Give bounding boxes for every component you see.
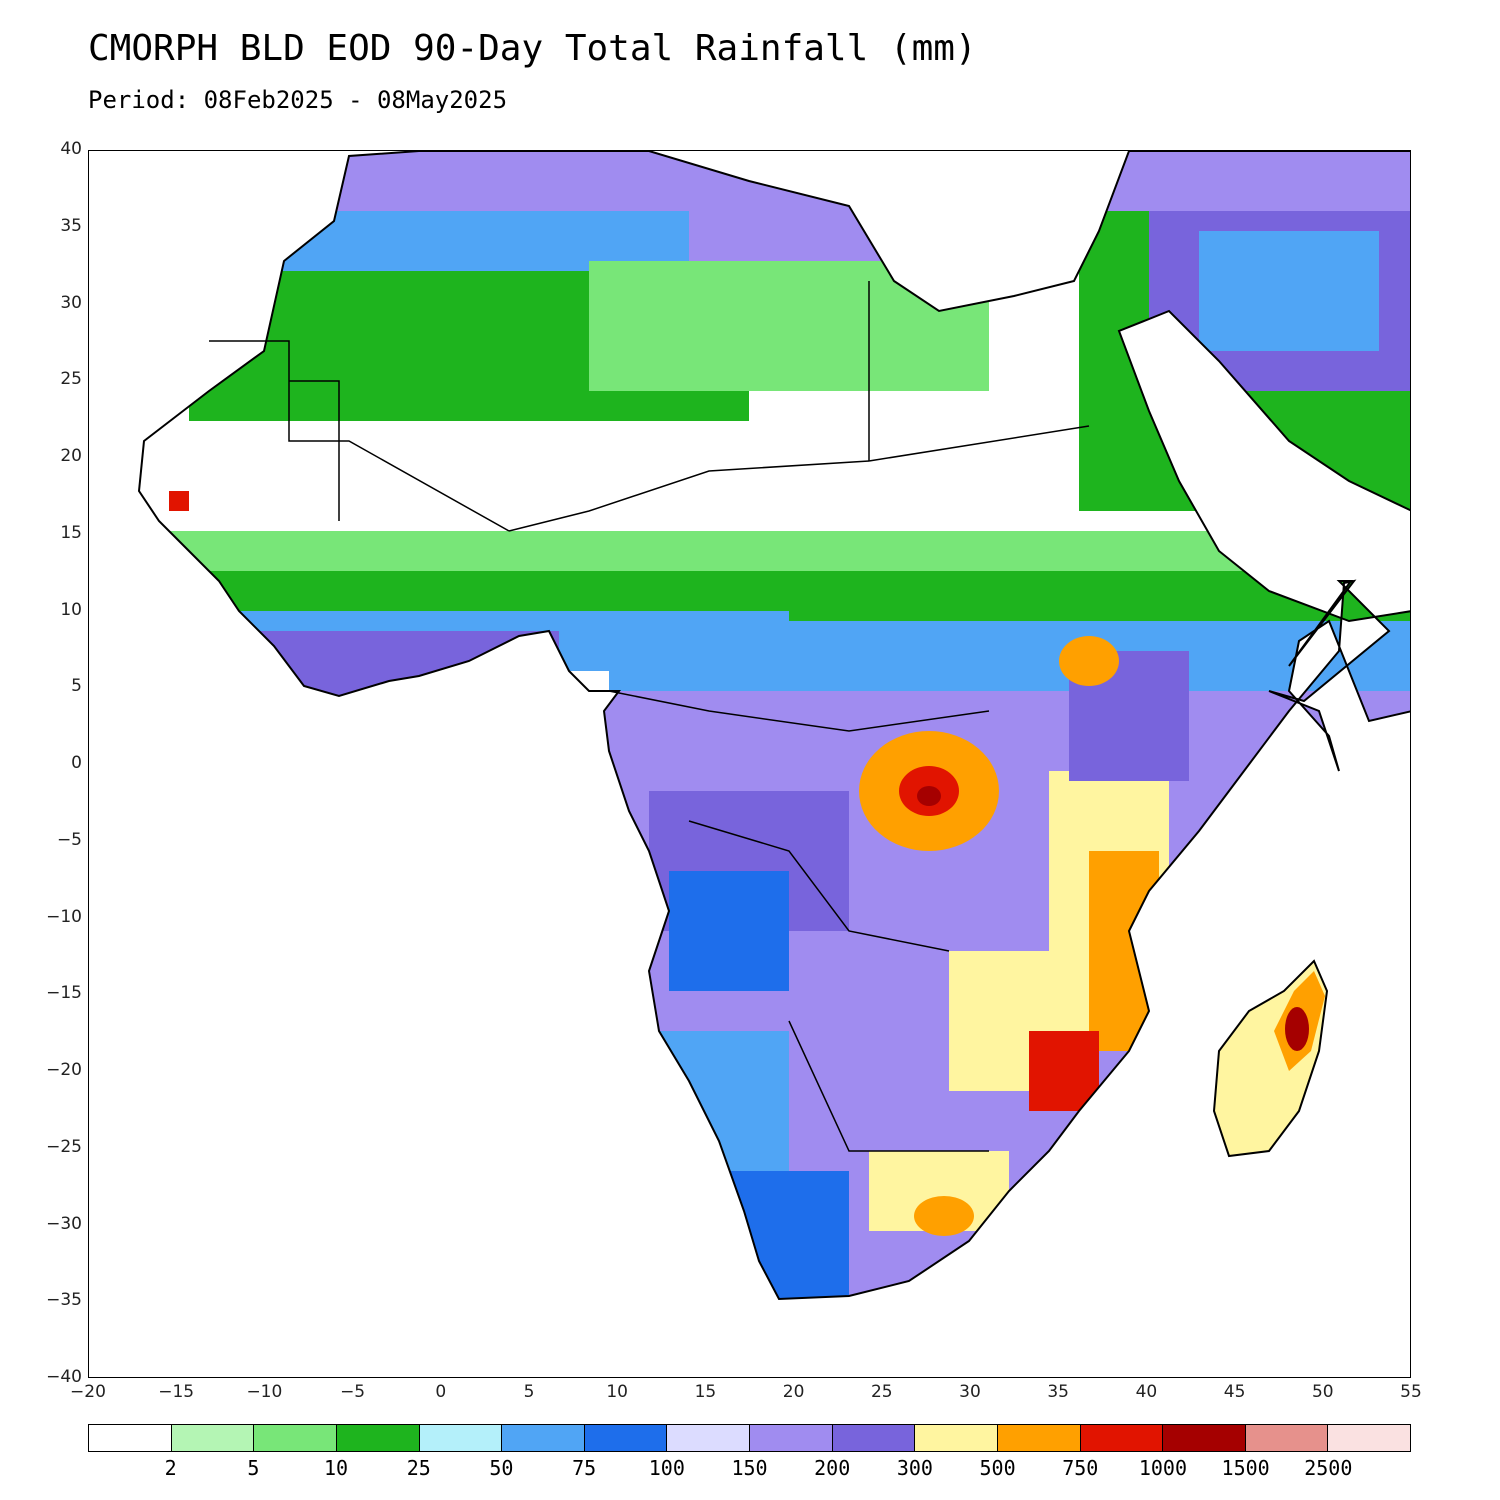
- legend-swatch: [336, 1425, 420, 1451]
- country-borders: [209, 281, 1090, 1152]
- legend-label: 1000: [1138, 1456, 1188, 1480]
- iraq-blue-band: [1199, 231, 1379, 351]
- legend-label: 5: [247, 1456, 260, 1480]
- x-tick-label: 20: [782, 1382, 805, 1402]
- x-tick-label: 50: [1311, 1382, 1334, 1402]
- mozambique-red: [1029, 1031, 1099, 1111]
- legend-swatch: [89, 1425, 172, 1451]
- y-tick-label: 15: [60, 522, 82, 543]
- y-tick-label: −35: [46, 1290, 82, 1311]
- legend-swatch: [667, 1425, 750, 1451]
- legend-label: 2: [164, 1456, 177, 1480]
- x-tick-label: 40: [1135, 1382, 1158, 1402]
- x-tick-label: 30: [959, 1382, 981, 1402]
- legend-label: 750: [1062, 1456, 1099, 1480]
- legend-label: 500: [979, 1456, 1016, 1480]
- x-tick-label: −5: [340, 1382, 366, 1402]
- map-title: CMORPH BLD EOD 90-Day Total Rainfall (mm…: [88, 28, 977, 69]
- y-tick-label: 25: [60, 369, 82, 390]
- legend-swatch: [584, 1425, 668, 1451]
- legend-swatch: [502, 1425, 585, 1451]
- senegal-red-spot: [169, 491, 189, 511]
- legend-label: 1500: [1221, 1456, 1270, 1480]
- color-legend: [88, 1424, 1411, 1452]
- y-tick-label: 5: [71, 676, 82, 697]
- y-tick-label: −15: [46, 983, 82, 1004]
- y-tick-label: 20: [60, 446, 82, 466]
- legend-swatch: [832, 1425, 916, 1451]
- legend-label: 50: [489, 1456, 514, 1480]
- legend-swatch: [1245, 1425, 1329, 1451]
- x-tick-label: 15: [694, 1382, 717, 1402]
- y-tick-label: −5: [56, 829, 82, 850]
- legend-swatch: [915, 1425, 998, 1451]
- y-tick-label: 0: [71, 753, 82, 773]
- legend-swatch: [171, 1425, 255, 1451]
- legend-label: 150: [731, 1456, 768, 1480]
- madagascar-red: [1285, 1007, 1309, 1051]
- central-blue: [609, 621, 1410, 701]
- y-tick-label: −20: [46, 1060, 82, 1080]
- legend-swatch: [419, 1425, 503, 1451]
- legend-label: 2500: [1304, 1456, 1353, 1480]
- legend-label: 75: [572, 1456, 597, 1480]
- x-tick-label: 5: [523, 1382, 535, 1402]
- legend-swatch: [1080, 1425, 1164, 1451]
- x-tick-label: 35: [1047, 1382, 1069, 1402]
- legend-label: 10: [324, 1456, 349, 1480]
- lesotho-orange: [914, 1196, 974, 1236]
- legend-swatch: [750, 1425, 833, 1451]
- congo-dark-red-peak: [917, 786, 941, 806]
- legend-label: 25: [406, 1456, 431, 1480]
- x-tick-label: 45: [1223, 1382, 1246, 1402]
- rainfall-map: [88, 150, 1411, 1378]
- x-tick-label: 10: [606, 1382, 628, 1402]
- legend-swatch: [254, 1425, 337, 1451]
- angola-blue: [669, 871, 789, 991]
- y-tick-label: −10: [46, 906, 82, 927]
- period-subtitle: Period: 08Feb2025 - 08May2025: [88, 86, 508, 114]
- x-tick-label: 55: [1400, 1382, 1422, 1402]
- x-tick-label: 25: [870, 1382, 893, 1402]
- y-tick-label: 30: [60, 292, 82, 313]
- x-tick-label: −20: [70, 1382, 106, 1402]
- legend-swatch: [1328, 1425, 1410, 1451]
- y-tick-label: 35: [60, 215, 82, 236]
- legend-label: 200: [814, 1456, 851, 1480]
- y-tick-label: −30: [46, 1213, 82, 1234]
- ethiopia-orange: [1059, 636, 1119, 686]
- legend-label: 300: [896, 1456, 933, 1480]
- x-tick-label: −10: [246, 1382, 283, 1402]
- africa-rainfall-map: [89, 151, 1410, 1377]
- y-tick-label: −25: [46, 1136, 82, 1157]
- y-tick-label: 10: [60, 599, 82, 620]
- legend-label: 100: [648, 1456, 685, 1480]
- legend-swatch: [997, 1425, 1081, 1451]
- x-tick-label: 0: [435, 1382, 447, 1402]
- y-tick-label: 40: [60, 139, 82, 159]
- y-tick-label: −40: [46, 1367, 82, 1387]
- legend-swatch: [1163, 1425, 1246, 1451]
- x-tick-label: −15: [158, 1382, 195, 1402]
